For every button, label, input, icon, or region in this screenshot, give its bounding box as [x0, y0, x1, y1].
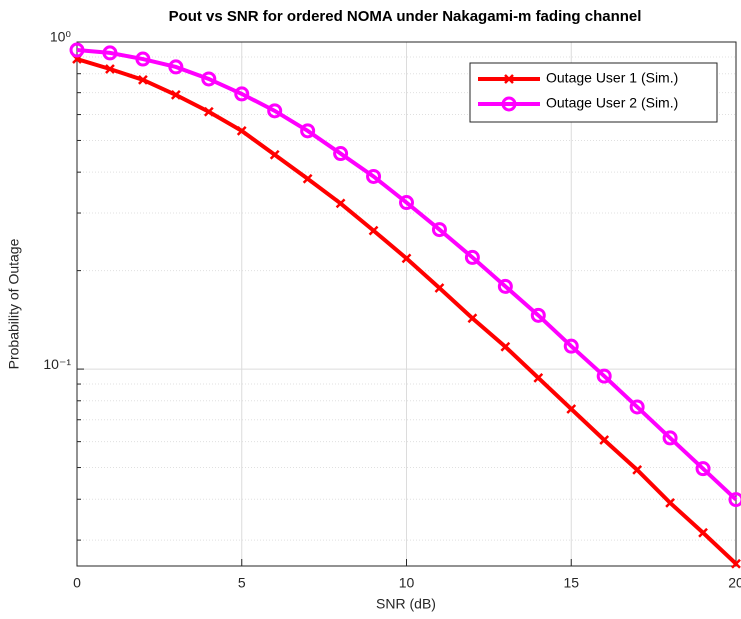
marker [563, 338, 579, 354]
marker [234, 86, 250, 102]
marker [500, 341, 511, 352]
marker [665, 497, 675, 508]
marker [566, 404, 577, 414]
marker [135, 51, 151, 67]
x-tick-label: 20 [728, 575, 741, 591]
marker [368, 225, 379, 236]
marker [269, 149, 280, 160]
marker [201, 71, 217, 87]
marker [401, 253, 412, 264]
y-tick-label: 10⁰ [50, 29, 72, 45]
marker [335, 198, 346, 209]
marker [662, 430, 678, 446]
marker [599, 435, 610, 445]
marker [530, 307, 546, 323]
marker [69, 42, 85, 58]
marker [731, 558, 741, 569]
marker [399, 195, 414, 211]
marker [366, 168, 382, 184]
marker [467, 313, 478, 324]
marker [138, 74, 148, 85]
marker [333, 146, 349, 162]
y-tick-label: 10⁻¹ [43, 356, 71, 372]
marker [695, 461, 711, 477]
marker [168, 59, 184, 75]
y-axis-label: Probability of Outage [6, 238, 22, 369]
legend-label: Outage User 1 (Sim.) [546, 70, 678, 86]
legend-box [469, 62, 718, 123]
marker [300, 123, 316, 139]
marker [533, 372, 544, 383]
x-tick-label: 15 [563, 575, 579, 591]
marker [632, 464, 643, 475]
chart-title: Pout vs SNR for ordered NOMA under Nakag… [169, 8, 642, 25]
series-line [76, 48, 738, 502]
x-tick-label: 5 [238, 575, 246, 591]
marker [629, 399, 645, 415]
marker [431, 222, 447, 238]
marker [464, 249, 480, 265]
marker [698, 527, 708, 538]
marker [434, 283, 445, 293]
legend-label: Outage User 2 (Sim.) [546, 95, 678, 111]
marker [267, 103, 283, 119]
x-axis-label: SNR (dB) [376, 596, 436, 612]
marker [302, 173, 313, 184]
marker [105, 64, 115, 74]
x-tick-label: 10 [399, 575, 415, 591]
axes-frame [76, 41, 737, 567]
legend-marker [501, 96, 517, 112]
legend-marker [504, 74, 514, 84]
x-tick-label: 0 [73, 575, 81, 591]
marker [102, 45, 118, 61]
marker [170, 90, 181, 100]
marker [596, 368, 612, 384]
marker [236, 125, 247, 136]
marker [203, 106, 214, 117]
marker [497, 278, 513, 294]
marker [728, 492, 741, 508]
